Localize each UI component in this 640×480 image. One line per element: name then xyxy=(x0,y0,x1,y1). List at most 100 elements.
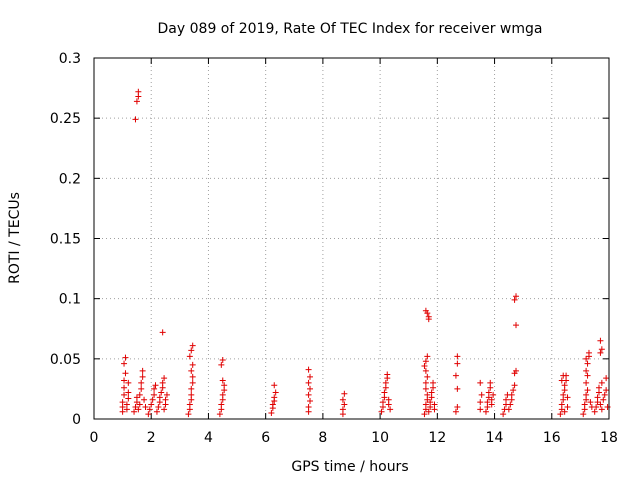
data-point xyxy=(221,382,228,389)
data-point xyxy=(603,375,610,382)
data-point xyxy=(594,394,601,401)
data-point xyxy=(384,371,391,378)
data-point xyxy=(189,361,196,368)
data-point xyxy=(305,391,312,398)
data-point xyxy=(146,406,153,413)
data-point xyxy=(139,367,146,374)
data-point xyxy=(139,373,146,380)
data-point xyxy=(564,403,571,410)
data-point xyxy=(560,391,567,398)
data-point xyxy=(141,396,148,403)
data-point xyxy=(424,353,431,360)
data-point xyxy=(454,353,461,360)
data-point xyxy=(587,399,594,406)
data-point xyxy=(431,406,438,413)
tick-layer xyxy=(93,57,610,420)
data-point xyxy=(138,385,145,392)
data-point xyxy=(161,375,168,382)
x-tick-label: 14 xyxy=(486,430,504,446)
data-point xyxy=(454,403,461,410)
data-point xyxy=(142,403,149,410)
data-point xyxy=(477,399,484,406)
data-point xyxy=(189,379,196,386)
data-point xyxy=(597,349,604,356)
data-point xyxy=(584,372,591,379)
data-point xyxy=(421,363,428,370)
data-point xyxy=(598,406,605,413)
data-point xyxy=(136,391,143,398)
data-point xyxy=(378,408,385,415)
data-point xyxy=(149,396,156,403)
data-point xyxy=(122,354,129,361)
data-point xyxy=(121,391,128,398)
data-point xyxy=(603,387,610,394)
data-point xyxy=(598,346,605,353)
data-point xyxy=(597,401,604,408)
y-tick-label: 0.05 xyxy=(50,352,81,368)
data-point xyxy=(561,408,568,415)
data-points xyxy=(119,88,611,418)
data-point xyxy=(510,387,517,394)
data-point xyxy=(379,399,386,406)
data-point xyxy=(125,379,132,386)
data-point xyxy=(503,396,509,403)
plot-frame xyxy=(93,57,610,420)
y-tick-label: 0.2 xyxy=(59,171,81,187)
data-point xyxy=(135,406,142,413)
data-point xyxy=(580,411,587,418)
data-point xyxy=(121,377,128,384)
data-point xyxy=(558,401,565,408)
data-point xyxy=(598,379,605,386)
x-tick-label: 8 xyxy=(318,430,327,446)
data-point xyxy=(508,391,515,398)
data-point xyxy=(422,385,429,392)
data-point xyxy=(305,403,312,410)
data-point xyxy=(601,391,608,398)
data-point xyxy=(153,408,160,415)
data-point xyxy=(189,342,196,349)
data-point xyxy=(188,367,195,374)
x-tick-label: 18 xyxy=(600,430,618,446)
data-point xyxy=(488,396,495,403)
data-point xyxy=(583,391,590,398)
data-point xyxy=(131,408,138,415)
data-point xyxy=(381,389,388,396)
data-point xyxy=(482,408,489,415)
data-point xyxy=(561,382,568,389)
data-point xyxy=(216,411,223,418)
x-axis-label: GPS time / hours xyxy=(291,459,408,475)
data-point xyxy=(121,360,128,367)
data-point xyxy=(477,379,484,386)
chart-title: Day 089 of 2019, Rate Of TEC Index for r… xyxy=(158,21,543,37)
data-point xyxy=(585,349,592,356)
data-point xyxy=(422,367,429,374)
data-point xyxy=(478,391,485,398)
data-point xyxy=(511,382,518,389)
data-point xyxy=(268,409,275,416)
data-point xyxy=(484,399,491,406)
data-point xyxy=(600,396,607,403)
data-point xyxy=(581,401,588,408)
data-point xyxy=(188,385,195,392)
data-point xyxy=(271,394,278,401)
data-point xyxy=(135,88,142,95)
x-tick-label: 10 xyxy=(371,430,389,446)
data-point xyxy=(584,387,591,394)
data-point xyxy=(189,373,196,380)
data-point xyxy=(156,394,163,401)
y-tick-label: 0.3 xyxy=(59,51,81,67)
data-point xyxy=(421,411,428,418)
data-point xyxy=(339,396,346,403)
data-point xyxy=(593,403,600,410)
data-point xyxy=(422,379,429,386)
data-point xyxy=(557,411,564,418)
data-point xyxy=(133,98,140,105)
data-point xyxy=(425,316,432,323)
data-point xyxy=(505,406,512,413)
data-point xyxy=(564,394,571,401)
data-point xyxy=(132,116,139,123)
data-point xyxy=(122,370,129,377)
data-point xyxy=(151,391,158,398)
data-point xyxy=(428,389,435,396)
data-point xyxy=(218,361,225,368)
